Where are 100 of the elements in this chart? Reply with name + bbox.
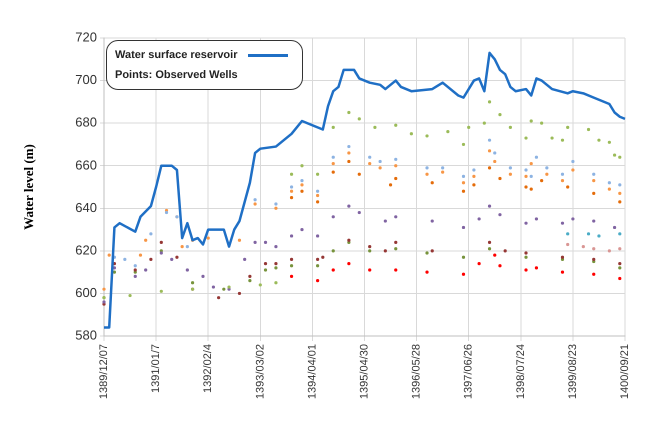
point — [524, 168, 528, 172]
point — [190, 281, 194, 284]
point — [332, 249, 335, 252]
x-tick-label: 1391/01/7 — [150, 344, 162, 393]
point — [243, 258, 246, 261]
y-tick-label: 700 — [75, 72, 97, 88]
point — [530, 188, 533, 191]
point — [300, 190, 304, 193]
point — [222, 288, 226, 291]
point — [206, 236, 210, 240]
point — [488, 240, 492, 244]
point — [274, 202, 278, 206]
point — [332, 170, 335, 174]
point — [488, 138, 492, 142]
point — [378, 166, 382, 170]
point — [274, 262, 278, 266]
point — [149, 258, 152, 261]
point — [253, 198, 257, 202]
point — [290, 185, 294, 189]
point — [524, 222, 528, 225]
point — [488, 149, 492, 152]
point — [462, 190, 466, 193]
point — [618, 156, 622, 159]
point — [498, 113, 502, 116]
point — [394, 164, 398, 168]
point — [482, 122, 486, 125]
point — [592, 219, 596, 223]
point — [358, 210, 361, 214]
point — [462, 226, 466, 230]
point — [274, 245, 278, 248]
point — [592, 192, 596, 195]
point — [149, 232, 152, 236]
point — [332, 156, 335, 159]
point — [347, 144, 350, 148]
point — [430, 219, 434, 223]
point — [201, 274, 205, 278]
point — [253, 240, 257, 244]
point — [394, 124, 398, 127]
point — [498, 176, 502, 180]
point — [347, 204, 350, 208]
point — [316, 279, 320, 282]
y-axis-title: Water level (m) — [21, 144, 36, 230]
point — [560, 138, 564, 142]
point — [300, 164, 304, 168]
point — [462, 181, 466, 184]
x-tick-label: 1394/04/01 — [306, 344, 318, 400]
point — [618, 266, 622, 270]
point — [212, 285, 216, 289]
point — [384, 249, 387, 252]
point — [566, 232, 570, 236]
point — [253, 202, 257, 206]
point — [347, 110, 350, 114]
point — [160, 251, 163, 255]
legend-label: Water surface reservoir — [115, 49, 238, 61]
point — [586, 128, 590, 132]
point — [488, 166, 492, 170]
point — [394, 268, 398, 272]
point — [560, 222, 564, 225]
point — [290, 196, 294, 200]
point — [258, 283, 262, 287]
point — [493, 151, 496, 155]
x-tick-label: 1395/04/30 — [358, 344, 371, 400]
point — [316, 172, 320, 176]
point — [618, 247, 622, 250]
point — [144, 268, 148, 272]
point — [347, 262, 350, 266]
point — [108, 254, 111, 257]
point — [394, 247, 398, 250]
point — [472, 168, 476, 172]
point — [410, 132, 413, 136]
point — [592, 172, 596, 176]
point — [462, 142, 466, 146]
point — [160, 240, 163, 244]
point — [618, 262, 622, 266]
point — [373, 126, 377, 129]
point — [498, 264, 502, 268]
x-tick-label: 1392/02/4 — [202, 344, 214, 393]
point — [316, 234, 320, 238]
point — [394, 176, 398, 180]
point — [274, 206, 278, 210]
point — [571, 160, 574, 164]
point — [530, 119, 533, 123]
point — [550, 136, 554, 140]
point — [368, 245, 372, 248]
point — [592, 179, 596, 182]
point — [300, 228, 304, 232]
point — [508, 166, 512, 170]
point — [248, 279, 252, 282]
x-tick-label: 1389/12/07 — [98, 344, 110, 400]
point — [238, 292, 242, 296]
point — [180, 245, 184, 248]
point — [347, 160, 350, 164]
y-tick-label: 580 — [75, 328, 97, 343]
point — [592, 247, 596, 250]
point — [534, 266, 538, 270]
point — [425, 270, 429, 274]
point — [560, 270, 564, 274]
point — [493, 160, 496, 164]
point — [264, 268, 268, 272]
point — [566, 126, 570, 129]
